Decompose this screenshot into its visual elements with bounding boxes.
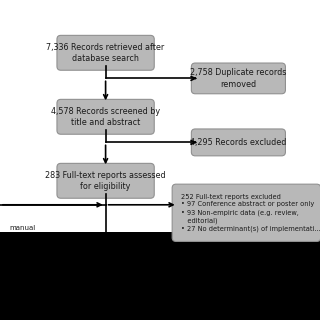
FancyBboxPatch shape (57, 163, 154, 198)
Text: manual: manual (10, 225, 36, 231)
Bar (0, 232, 320, 320)
FancyBboxPatch shape (57, 36, 154, 70)
FancyBboxPatch shape (191, 63, 285, 94)
FancyBboxPatch shape (172, 184, 320, 241)
FancyBboxPatch shape (191, 129, 285, 156)
FancyBboxPatch shape (57, 99, 154, 134)
Text: 7,336 Records retrieved after
database search: 7,336 Records retrieved after database s… (46, 43, 165, 63)
Text: 4,578 Records screened by
title and abstract: 4,578 Records screened by title and abst… (51, 107, 160, 127)
Text: 2,758 Duplicate records
removed: 2,758 Duplicate records removed (190, 68, 287, 89)
Text: 4,295 Records excluded: 4,295 Records excluded (190, 138, 287, 147)
Text: 283 Full-text reports assessed
for eligibility: 283 Full-text reports assessed for eligi… (45, 171, 166, 191)
Text: 252 Full-text reports excluded
• 97 Conference abstract or poster only
• 93 Non-: 252 Full-text reports excluded • 97 Conf… (181, 194, 320, 232)
